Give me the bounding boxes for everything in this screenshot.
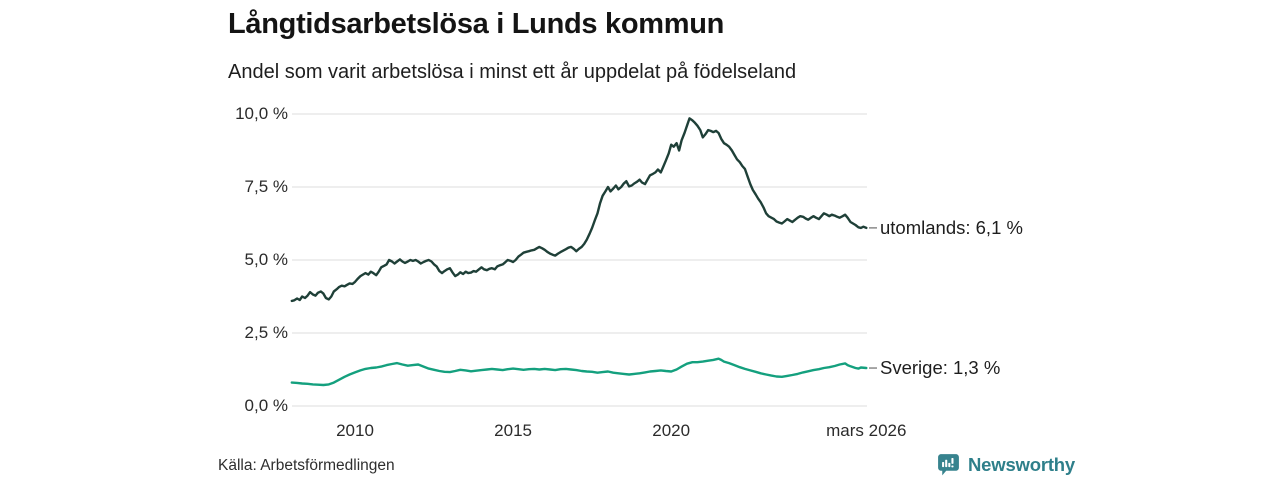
- x-tick-label-2020: 2020: [652, 421, 691, 440]
- series-line-Sverige: [290, 357, 868, 387]
- source-note: Källa: Arbetsförmedlingen: [218, 457, 395, 474]
- newsworthy-brand-name: Newsworthy: [968, 453, 1075, 475]
- y-tick-label-5: 5,0 %: [244, 250, 288, 269]
- chart-title: Långtidsarbetslösa i Lunds kommun: [228, 8, 725, 40]
- y-tick-label-2.5: 2,5 %: [244, 323, 288, 342]
- chart-subtitle: Andel som varit arbetslösa i minst ett å…: [228, 61, 797, 83]
- series-line-utomlands: [290, 117, 868, 303]
- series-end-label-sverige: Sverige: 1,3 %: [880, 357, 1001, 379]
- y-tick-label-7.5: 7,5 %: [244, 177, 288, 196]
- x-tick-label-mars-2026: mars 2026: [826, 421, 907, 440]
- newsworthy-brand: Newsworthy: [936, 452, 1075, 477]
- newsworthy-speech-bubble-barchart-icon: [938, 454, 959, 476]
- y-tick-label-10: 10,0 %: [235, 104, 288, 123]
- series-end-label-utomlands: utomlands: 6,1 %: [880, 216, 1023, 238]
- y-tick-label-0: 0,0 %: [244, 396, 288, 415]
- x-tick-label-2010: 2010: [336, 421, 374, 440]
- x-tick-label-2015: 2015: [494, 421, 532, 440]
